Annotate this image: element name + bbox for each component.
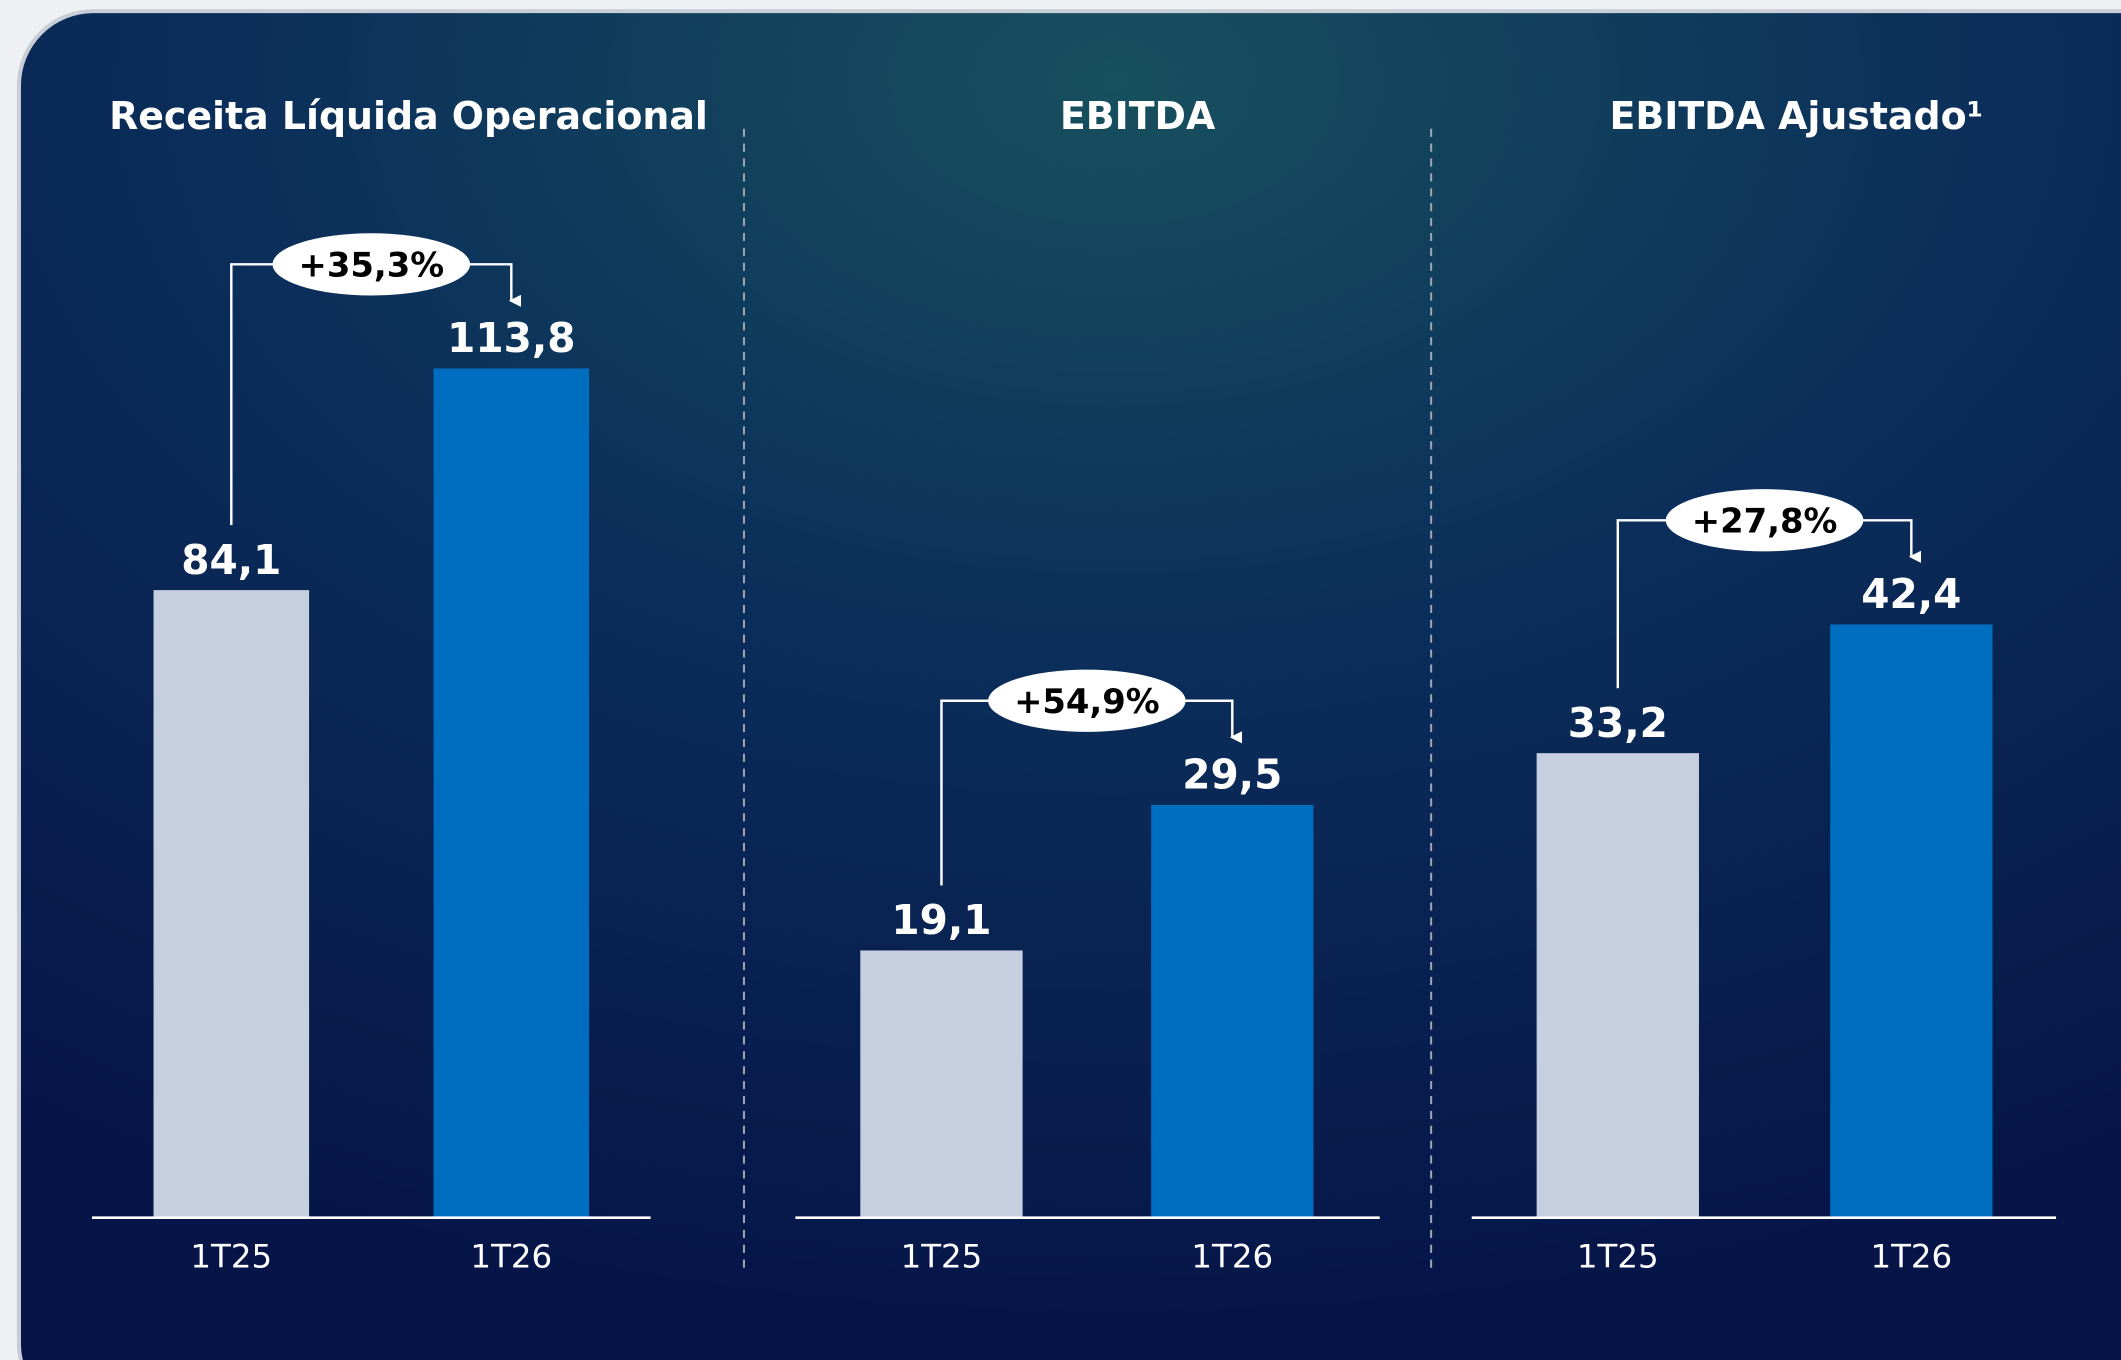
x-tick-label: 1T26 [1870,1238,1952,1276]
bar [1536,753,1699,1218]
change-label: +27,8% [1692,501,1838,540]
change-badge [988,669,1186,732]
x-tick-label: 1T26 [1191,1238,1273,1276]
bar [433,368,590,1218]
bar [1151,804,1314,1218]
change-badge [272,233,471,296]
value-label: 84,1 [181,536,281,584]
chart-title: EBITDA [1060,94,1216,138]
x-tick-label: 1T25 [901,1238,983,1276]
bar [153,590,310,1218]
bar [1830,624,1993,1218]
chart-title: Receita Líquida Operacional [109,94,708,138]
value-label: 33,2 [1568,699,1668,747]
value-label: 19,1 [891,896,991,944]
x-tick-label: 1T25 [190,1238,272,1276]
value-label: 42,4 [1861,570,1961,618]
change-label: +35,3% [299,246,445,285]
value-label: 29,5 [1182,751,1282,799]
x-tick-label: 1T25 [1577,1238,1659,1276]
value-label: 113,8 [447,314,575,362]
change-badge [1665,489,1864,552]
change-label: +54,9% [1014,682,1160,721]
x-tick-label: 1T26 [470,1238,552,1276]
bar [860,950,1023,1218]
chart-title: EBITDA Ajustado¹ [1610,94,1984,138]
